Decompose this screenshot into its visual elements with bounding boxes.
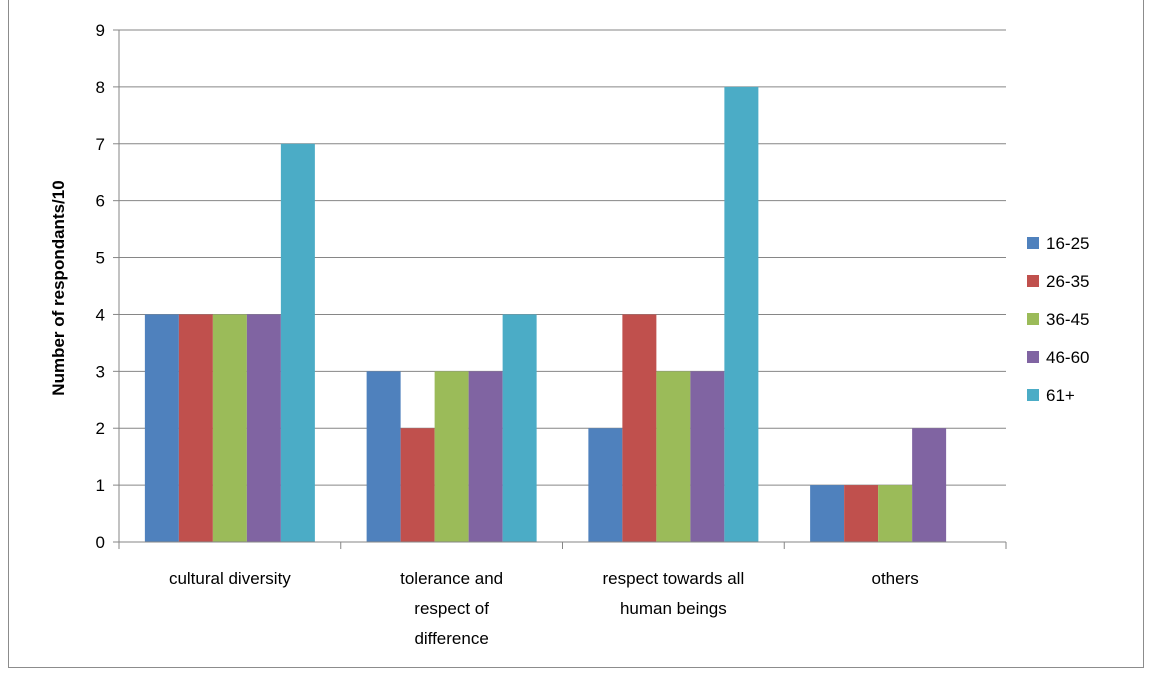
x-category-label: tolerance and [400,569,503,588]
x-category-label: others [872,569,919,588]
legend-label: 36-45 [1046,310,1089,329]
bar [400,428,435,542]
y-tick-label: 2 [96,419,105,438]
bar [178,314,213,542]
legend-label: 46-60 [1046,348,1089,367]
x-category-label: respect towards all [603,569,745,588]
bar [724,86,759,542]
legend-swatch [1027,389,1039,401]
legend-label: 16-25 [1046,234,1089,253]
bar [588,428,623,542]
bars [144,86,947,542]
y-tick-label: 8 [96,78,105,97]
bar [912,428,947,542]
y-tick-label: 7 [96,135,105,154]
bar [622,314,657,542]
legend-label: 61+ [1046,386,1075,405]
bar [844,485,879,542]
y-tick-label: 0 [96,533,105,552]
legend-swatch [1027,275,1039,287]
x-category-label: cultural diversity [169,569,291,588]
bar [280,143,315,542]
y-tick-label: 4 [96,305,105,324]
legend-swatch [1027,237,1039,249]
legend-label: 26-35 [1046,272,1089,291]
bar [212,314,247,542]
bar [468,371,503,542]
y-tick-label: 1 [96,476,105,495]
axes [113,29,1007,549]
x-category-labels: cultural diversity tolerance and respect o… [169,569,919,648]
bar [810,485,845,542]
bar [502,314,537,542]
y-axis-title: Number of respondants/10 [49,180,68,395]
legend-swatch [1027,313,1039,325]
bar [690,371,725,542]
legend-swatch [1027,351,1039,363]
x-category-label: respect of [414,599,489,618]
bar [246,314,281,542]
bar [434,371,469,542]
bar [656,371,691,542]
x-category-label: human beings [620,599,727,618]
y-tick-label: 3 [96,362,105,381]
legend: 16-25 26-35 36-45 46-60 61+ [1027,234,1089,405]
y-tick-labels: 0 1 2 3 4 5 6 7 8 9 [96,21,105,552]
y-tick-label: 9 [96,21,105,40]
bar [878,485,913,542]
y-tick-label: 6 [96,192,105,211]
y-tick-label: 5 [96,249,105,268]
bar [366,371,401,542]
x-category-label: difference [414,629,488,648]
bar [144,314,179,542]
